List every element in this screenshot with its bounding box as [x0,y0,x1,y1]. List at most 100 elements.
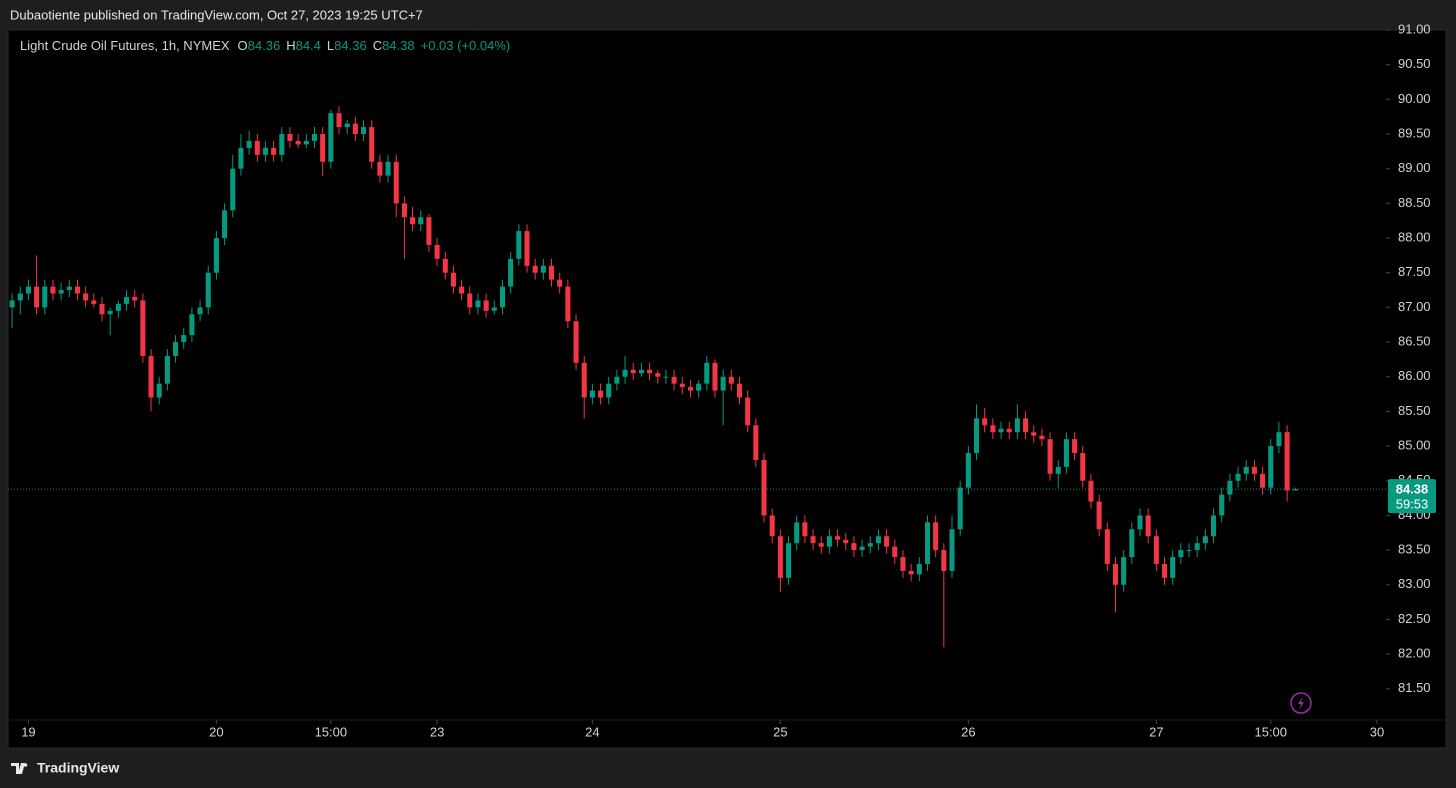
candle-body [58,290,64,294]
candle-body [818,543,824,547]
candle-body [434,244,440,259]
candle-body [279,134,285,155]
candle-body [262,147,268,155]
y-tick-label: 88.00 [1398,229,1431,244]
candle-body [410,217,416,225]
y-tick-label: 91.00 [1398,21,1431,36]
candle-body [1170,557,1176,578]
candle-body [655,373,661,377]
candle-body [287,134,293,141]
candle-body [663,376,669,378]
publisher-text: Dubaotiente published on TradingView.com… [10,7,423,22]
countdown-label: 59:53 [1396,497,1429,512]
candle-body [361,127,367,135]
candle-body [213,238,219,273]
candle-body [606,383,612,398]
candle-body [491,307,497,311]
candle-body [205,272,211,308]
x-tick-label: 26 [961,724,975,739]
candle-body [254,140,260,155]
candle-body [720,376,726,391]
candle-body [1129,529,1135,558]
y-tick-label: 85.00 [1398,438,1431,453]
candle-body [622,369,628,377]
candle-body [875,536,881,544]
candle-body [859,546,865,551]
x-tick-label: 20 [209,724,223,739]
candle-body [581,362,587,398]
candle-body [442,258,448,273]
candle-body [843,539,849,544]
candle-body [761,459,767,516]
candle-body [704,362,710,384]
candle-body [916,563,922,575]
candle-body [189,314,195,336]
candle-body [74,286,81,294]
candle-body [949,529,955,571]
tv-logo [11,763,28,774]
candle-body [1055,466,1061,474]
candle-body [982,418,988,426]
candle-body [1186,550,1192,552]
candle-body [393,161,399,204]
plot: 81.5082.0082.5083.0083.5084.0084.5085.00… [8,21,1436,739]
candle-body [548,265,555,280]
candle-body [777,536,783,578]
candle-body [401,203,407,218]
candle-body [1014,418,1020,433]
candle-body [1235,473,1241,481]
candle-body [1039,435,1045,440]
candle-body [769,515,775,537]
candle-body [557,279,563,287]
last-price-label: 84.38 [1396,482,1429,497]
candle-body [1243,466,1249,474]
candle-body [467,293,473,308]
candle-body [924,522,931,564]
candle-body [1121,557,1127,585]
candle-body [589,390,595,398]
candle-body [320,134,326,162]
y-tick-label: 81.50 [1398,680,1431,695]
candle-body [524,231,530,266]
candle-body [826,536,832,547]
candle-body [835,536,841,540]
candle-body [638,369,644,374]
x-tick-label: 27 [1149,724,1163,739]
candle-body [1202,536,1208,544]
candle-body [516,231,522,259]
candle-body [508,258,514,287]
candle-body [91,300,97,304]
candle-body [173,342,179,356]
candle-body [42,286,48,308]
candle-body [1088,480,1094,502]
candle-body [736,383,743,398]
y-tick-label: 83.50 [1398,542,1431,557]
y-tick-label: 82.00 [1398,646,1431,661]
candle-body [140,300,146,356]
candle-body [957,487,963,530]
candle-body [1284,432,1290,491]
y-tick-label: 82.50 [1398,611,1431,626]
ohlc-value: 84.36 [248,38,281,53]
candle-body [794,522,800,544]
candle-body [115,303,121,311]
candle-body [908,570,914,575]
candle-body [352,123,358,135]
candle-body [303,140,309,145]
y-tick-label: 86.00 [1398,368,1431,383]
candle-body [1145,515,1151,537]
candle-body [132,296,138,301]
candle-body [1137,515,1143,530]
candle-body [34,286,40,308]
candle-body [1251,466,1257,474]
alert-icon [1290,692,1312,714]
candle-body [197,307,203,315]
candle-body [1096,501,1102,530]
candle-body [328,113,334,162]
change: +0.03 (+0.04%) [421,38,511,53]
ohlc-key: O [238,38,248,53]
candle-body [1023,418,1029,433]
candle-body [418,217,424,225]
candle-body [630,369,636,374]
